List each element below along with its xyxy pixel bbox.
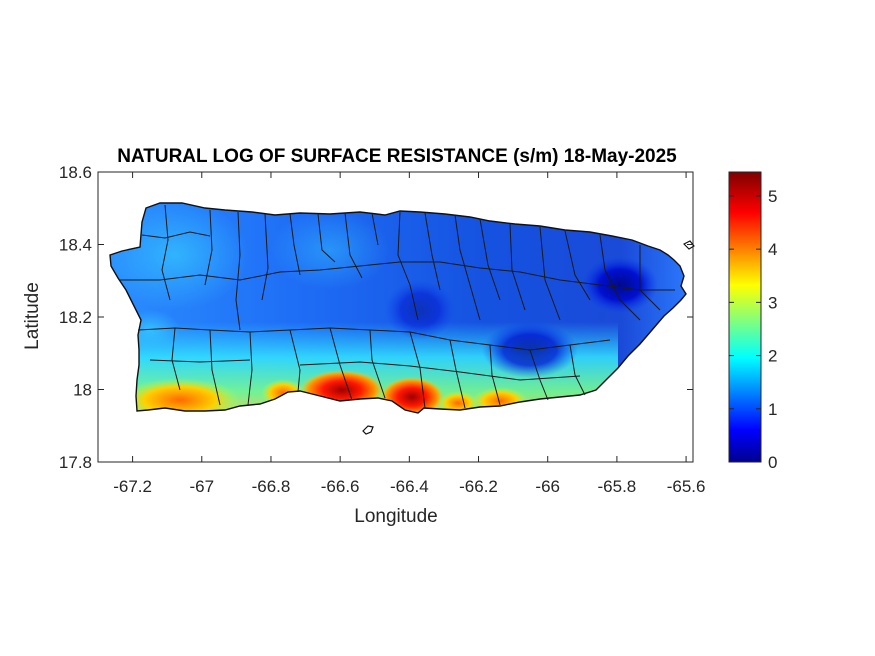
y-axis-ticks: 17.8 18 18.2 18.4 18.6 [59,163,693,472]
municipal-boundary [289,329,301,393]
municipal-boundary [479,218,501,301]
municipal-boundary [161,204,171,301]
colorbar [728,171,762,463]
y-tick-label: 18.6 [59,163,92,182]
municipal-boundary [397,211,419,321]
colorbar-tick-label: 4 [768,240,777,259]
y-tick-label: 18.4 [59,236,92,255]
municipal-boundary [599,234,641,321]
municipal-boundary [120,261,675,291]
x-tick-label: -66.4 [390,477,429,496]
surface-resistance-field [110,203,686,413]
x-tick-label: -65.6 [667,477,706,496]
colorbar-tick-label: 1 [768,400,777,419]
colorbar-tick-label: 0 [768,453,777,472]
x-axis-label: Longitude [354,506,437,527]
y-tick-label: 18 [73,381,92,400]
municipal-boundary [329,327,353,401]
island-outline [109,202,687,414]
municipal-boundary [539,226,561,321]
municipal-boundary [204,209,213,286]
municipal-boundary [299,361,581,381]
municipal-boundary [369,329,386,399]
caja-de-muertos-island [362,425,374,435]
municipal-boundary [529,349,549,401]
colorbar-tick-label: 5 [768,187,777,206]
municipal-boundary [449,339,466,409]
municipal-boundary [424,212,441,291]
y-tick-label: 17.8 [59,453,92,472]
municipal-boundary [564,230,591,301]
municipal-boundary [149,359,251,363]
municipal-boundary [289,213,301,276]
municipal-boundary [247,331,253,406]
municipal-boundary [141,231,211,239]
chart-title: NATURAL LOG OF SURFACE RESISTANCE (s/m) … [117,146,677,167]
x-tick-label: -66.8 [252,477,291,496]
x-tick-label: -66 [535,477,560,496]
municipal-boundary [317,213,336,263]
x-tick-label: -66.2 [459,477,498,496]
municipal-boundaries [120,204,675,409]
municipal-boundary [454,214,481,321]
municipal-boundary [235,211,241,331]
municipal-boundary [409,331,426,409]
municipal-boundary [509,223,526,311]
municipal-boundary [171,327,181,391]
y-axis-label: Latitude [22,282,43,350]
colorbar-tick-label: 3 [768,293,777,312]
municipal-boundary [371,212,379,246]
y-tick-label: 18.2 [59,308,92,327]
municipal-boundary [344,212,363,279]
municipal-boundary [209,329,221,406]
map-layer [109,202,695,435]
x-axis-ticks: -67.2 -67 -66.8 -66.6 -66.4 -66.2 -66 -65.8 -65.… [113,172,705,496]
municipal-boundary [569,344,586,396]
colorbar-ticks: 0 1 2 3 4 5 [729,187,777,472]
municipal-boundary [261,213,269,301]
culebra-fragment [683,240,695,250]
municipal-boundary [489,344,501,406]
x-tick-label: -67 [189,477,214,496]
x-tick-label: -65.8 [598,477,637,496]
colorbar-tick-label: 2 [768,347,777,366]
x-tick-label: -67.2 [113,477,152,496]
x-tick-label: -66.6 [321,477,360,496]
